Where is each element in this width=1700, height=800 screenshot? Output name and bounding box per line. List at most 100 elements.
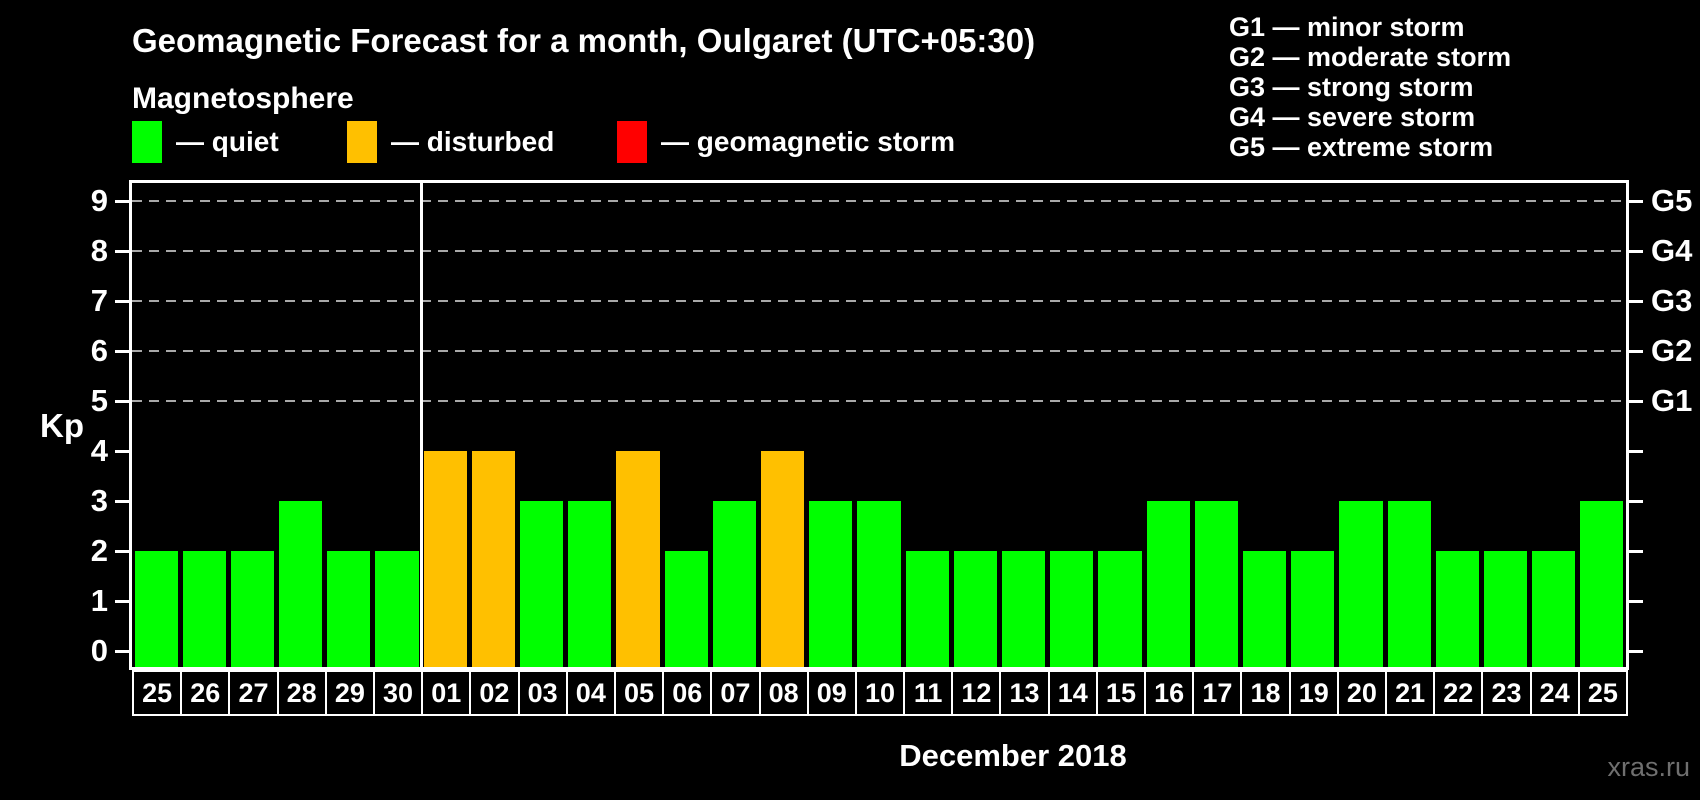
day-label-box-dec-14: 14 [1047,670,1098,716]
y-tick-right-0 [1629,649,1643,653]
day-label-box-dec-19: 19 [1288,670,1339,716]
gridline-kp5 [132,400,1626,402]
y-axis-label-3: 3 [90,483,108,518]
day-label-box-nov-29: 29 [324,670,375,716]
y-axis-label-4: 4 [90,433,108,468]
y-tick-left-8 [115,249,129,253]
bar-nov-29 [327,551,371,667]
bar-dec-17 [1194,501,1238,667]
day-label-box-nov-30: 30 [372,670,424,716]
day-label-box-dec-10: 10 [854,670,906,716]
day-label-box-dec-12: 12 [951,670,1002,716]
day-label-box-dec-25: 25 [1577,670,1628,716]
bar-nov-26 [182,551,226,667]
y-axis-label-1: 1 [90,583,108,618]
y-tick-right-9 [1629,199,1643,203]
day-label-box-dec-15: 15 [1095,670,1147,716]
magnetosphere-label: Magnetosphere [132,82,354,115]
gridline-kp6 [132,350,1626,352]
g-axis-label-g2: G2 [1651,333,1693,368]
legend-item-disturbed: — disturbed [347,120,554,164]
y-tick-left-2 [115,549,129,553]
y-tick-right-2 [1629,549,1643,553]
day-label-box-dec-03: 03 [517,670,568,716]
bar-dec-08 [761,451,805,667]
day-label-box-dec-04: 04 [565,670,616,716]
bar-dec-18 [1242,551,1287,667]
legend-item-geomagnetic-storm: — geomagnetic storm [617,120,955,164]
day-label-box-dec-18: 18 [1240,670,1291,716]
g-legend-item-g5: G5 — extreme storm [1229,132,1494,162]
y-tick-left-9 [115,199,129,203]
bar-dec-12 [953,551,997,667]
gridline-kp9 [132,200,1626,202]
y-tick-right-6 [1629,349,1643,353]
legend-item-quiet: — quiet [132,120,279,164]
bar-dec-16 [1146,501,1190,667]
day-label-box-nov-27: 27 [228,670,279,716]
day-label-box-nov-25: 25 [132,670,183,716]
bar-nov-28 [279,501,323,667]
legend-label-quiet: — quiet [176,126,279,157]
kp-axis-title: Kp [40,407,84,444]
day-label-box-dec-17: 17 [1192,670,1243,716]
bar-dec-25 [1580,501,1624,667]
legend-swatch-disturbed [347,121,377,163]
bar-dec-13 [1001,551,1046,667]
bar-dec-09 [809,501,853,667]
bar-dec-19 [1291,551,1335,667]
g-legend-item-g3: G3 — strong storm [1229,72,1474,102]
day-label-box-dec-20: 20 [1336,670,1388,716]
g-legend-item-g1: G1 — minor storm [1229,12,1465,42]
y-tick-right-5 [1629,399,1643,403]
y-tick-right-7 [1629,299,1643,303]
bar-dec-14 [1050,551,1094,667]
y-tick-right-1 [1629,599,1643,603]
day-label-box-dec-07: 07 [710,670,761,716]
bar-dec-03 [520,501,564,667]
y-tick-left-3 [115,499,129,503]
bar-dec-05 [616,451,660,667]
day-label-box-dec-05: 05 [613,670,665,716]
g-scale-legend: G1 — minor storm G2 — moderate storm G3 … [1229,12,1511,162]
bar-dec-06 [664,551,708,667]
day-label-box-dec-13: 13 [999,670,1050,716]
y-axis-label-9: 9 [90,183,108,218]
day-label-box-nov-28: 28 [276,670,327,716]
y-tick-right-4 [1629,449,1643,453]
y-tick-left-1 [115,599,129,603]
bar-dec-15 [1098,551,1142,667]
day-label-box-nov-26: 26 [180,670,231,716]
g-legend-item-g4: G4 — severe storm [1229,102,1476,132]
bar-dec-02 [471,451,516,667]
y-tick-left-4 [115,449,129,453]
day-label-box-dec-23: 23 [1481,670,1532,716]
y-tick-left-5 [115,399,129,403]
legend-label-disturbed: — disturbed [391,126,555,157]
day-label-box-dec-08: 08 [758,670,809,716]
bar-nov-25 [134,551,178,667]
legend-swatch-geomagnetic-storm [617,121,647,163]
g-legend-item-g2: G2 — moderate storm [1229,42,1512,72]
chart-title: Geomagnetic Forecast for a month, Oulgar… [132,22,1036,59]
day-label-box-dec-01: 01 [421,670,472,716]
legend-swatch-quiet [132,121,162,163]
gridline-kp8 [132,250,1626,252]
day-label-box-dec-06: 06 [662,670,713,716]
bar-nov-27 [230,551,275,667]
y-axis-label-2: 2 [90,533,108,568]
bar-dec-07 [712,501,756,667]
y-axis-label-6: 6 [90,333,108,368]
bar-dec-21 [1387,501,1431,667]
g-axis-label-g4: G4 [1651,233,1693,268]
bar-dec-01 [423,451,467,667]
day-label-box-dec-02: 02 [469,670,520,716]
y-tick-left-0 [115,649,129,653]
day-label-box-dec-21: 21 [1385,670,1436,716]
y-tick-left-7 [115,299,129,303]
plot-border [129,180,1629,670]
day-label-box-dec-11: 11 [903,670,954,716]
watermark: xras.ru [1607,752,1690,782]
y-axis-label-0: 0 [90,633,108,668]
